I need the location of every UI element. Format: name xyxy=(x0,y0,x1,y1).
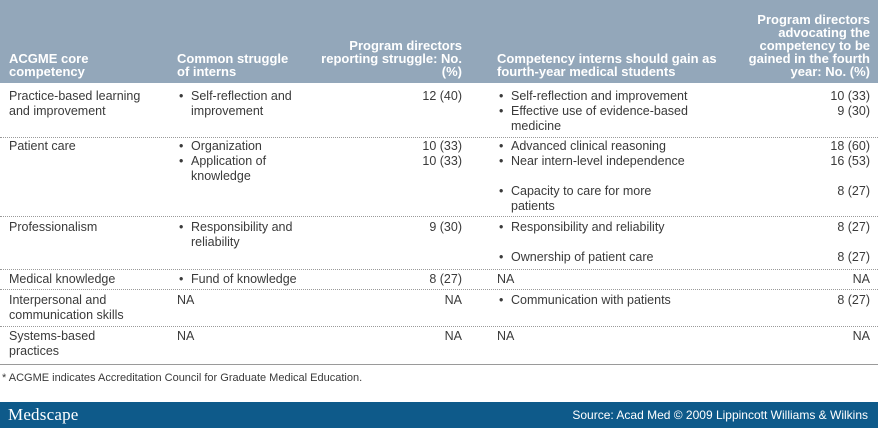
list-item: Near intern-level independence xyxy=(497,154,717,169)
count-value: NA xyxy=(852,272,870,286)
na-value: NA xyxy=(497,272,515,286)
gain-count-cell: NA xyxy=(770,272,870,287)
header-gain-competency: Competency interns should gain as fourth… xyxy=(497,51,717,79)
gain-count-cell: NA xyxy=(770,329,870,344)
competency-cell: Systems-based practices xyxy=(9,329,96,358)
count-value: 18 (60) xyxy=(830,139,870,153)
gain-count-cell: 18 (60) 16 (53) 8 (27) xyxy=(770,139,870,199)
gain-cell: Communication with patients xyxy=(497,293,717,308)
list-item: Self-reflection and improvement xyxy=(177,89,317,119)
medscape-logo[interactable]: Medscape xyxy=(8,405,79,424)
count-value: 8 (27) xyxy=(837,293,870,307)
list-item: Capacity to care for more patients xyxy=(497,184,672,214)
table-row: Patient care Organization Application of… xyxy=(0,138,878,217)
gain-cell: NA xyxy=(497,329,717,344)
table-row: Systems-based practices NA NA NA NA xyxy=(0,327,878,364)
na-value: NA xyxy=(177,293,195,307)
struggle-count-cell: NA xyxy=(360,329,462,344)
struggle-count-cell: 8 (27) xyxy=(360,272,462,287)
count-value: 8 (27) xyxy=(837,220,870,234)
gain-cell: Responsibility and reliability Ownership… xyxy=(497,220,717,265)
footnote: * ACGME indicates Accreditation Council … xyxy=(2,372,363,384)
struggle-cell: NA xyxy=(177,293,317,308)
struggle-count-cell: 9 (30) xyxy=(360,220,462,235)
header-advocating: Program directors advocating the compete… xyxy=(748,12,870,79)
list-item: Effective use of evidence-based medicine xyxy=(497,104,717,134)
footer-bar: Medscape Source: Acad Med © 2009 Lippinc… xyxy=(0,402,878,428)
gain-cell: NA xyxy=(497,272,717,287)
count-value: 9 (30) xyxy=(429,220,462,234)
gain-count-cell: 10 (33) 9 (30) xyxy=(770,89,870,119)
list-item: Communication with patients xyxy=(497,293,717,308)
source-credit: Source: Acad Med © 2009 Lippincott Willi… xyxy=(572,408,868,422)
count-value: 8 (27) xyxy=(837,250,870,264)
competency-cell: Medical knowledge xyxy=(9,272,116,286)
table-row: Practice-based learning and improvement … xyxy=(0,83,878,138)
competency-cell: Professionalism xyxy=(9,220,98,234)
header-reporting-struggle: Program directors reporting struggle: No… xyxy=(321,38,462,79)
table-bottom-rule xyxy=(0,364,878,365)
struggle-count-cell: 12 (40) xyxy=(360,89,462,104)
count-value: NA xyxy=(444,329,462,343)
table-row: Interpersonal and communication skills N… xyxy=(0,290,878,327)
na-value: NA xyxy=(497,329,515,343)
count-value: 10 (33) xyxy=(422,154,462,168)
table-row: Professionalism Responsibility and relia… xyxy=(0,217,878,270)
gain-count-cell: 8 (27) 8 (27) xyxy=(770,220,870,265)
struggle-count-cell: 10 (33) 10 (33) xyxy=(360,139,462,169)
list-item: Responsibility and reliability xyxy=(177,220,317,250)
count-value: 16 (53) xyxy=(830,154,870,168)
header-competency: ACGME core competency xyxy=(9,51,89,79)
list-item: Responsibility and reliability xyxy=(497,220,717,235)
na-value: NA xyxy=(177,329,195,343)
count-value: 8 (27) xyxy=(837,184,870,198)
struggle-count-cell: NA xyxy=(360,293,462,308)
list-item: Application of knowledge xyxy=(177,154,317,184)
gain-cell: Self-reflection and improvement Effectiv… xyxy=(497,89,717,134)
gain-cell: Advanced clinical reasoning Near intern-… xyxy=(497,139,717,214)
struggle-cell: Fund of knowledge xyxy=(177,272,317,287)
competency-cell: Interpersonal and communication skills xyxy=(9,293,124,322)
count-value: 8 (27) xyxy=(429,272,462,286)
count-value: NA xyxy=(852,329,870,343)
count-value: 9 (30) xyxy=(837,104,870,118)
struggle-cell: Responsibility and reliability xyxy=(177,220,317,250)
count-value: 10 (33) xyxy=(830,89,870,103)
struggle-cell: NA xyxy=(177,329,317,344)
count-value: 10 (33) xyxy=(422,139,462,153)
list-item: Self-reflection and improvement xyxy=(497,89,717,104)
list-item: Organization xyxy=(177,139,317,154)
gain-count-cell: 8 (27) xyxy=(770,293,870,308)
list-item: Fund of knowledge xyxy=(177,272,317,287)
list-item: Advanced clinical reasoning xyxy=(497,139,717,154)
table-header: ACGME core competency Common struggle of… xyxy=(0,0,878,83)
count-value: 12 (40) xyxy=(422,89,462,103)
competency-cell: Patient care xyxy=(9,139,76,153)
struggle-cell: Organization Application of knowledge xyxy=(177,139,317,184)
count-value: NA xyxy=(444,293,462,307)
competency-cell: Practice-based learning and improvement xyxy=(9,89,141,118)
list-item: Ownership of patient care xyxy=(497,250,717,265)
struggle-cell: Self-reflection and improvement xyxy=(177,89,317,119)
header-struggle: Common struggle of interns xyxy=(177,51,289,79)
table-row: Medical knowledge Fund of knowledge 8 (2… xyxy=(0,270,878,290)
